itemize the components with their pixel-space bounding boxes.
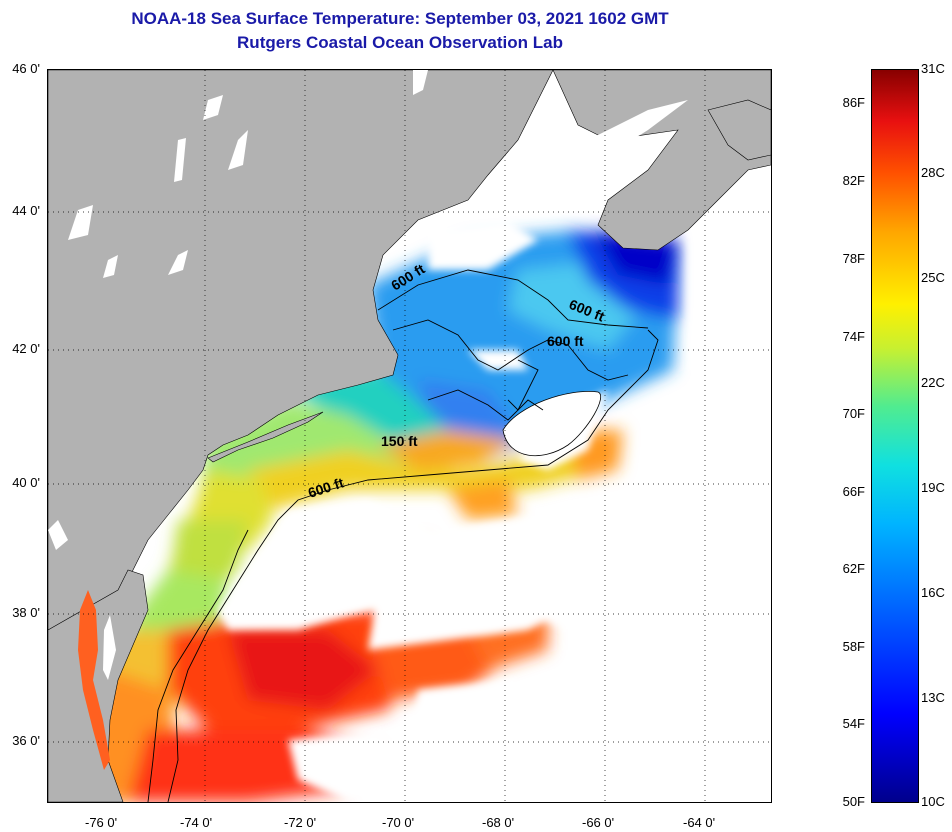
lon-label-72: -72 0' [284,815,317,830]
sst-map-graphic: 600 ft 600 ft 600 ft 150 ft 600 ft [48,70,771,802]
cbar-f-58: 58F [842,639,865,654]
cbar-f-62: 62F [842,561,865,576]
cbar-f-86: 86F [842,95,865,110]
cbar-f-70: 70F [842,406,865,421]
lon-label-70: -70 0' [382,815,415,830]
map-title: NOAA-18 Sea Surface Temperature: Septemb… [131,9,669,28]
sst-map: 600 ft 600 ft 600 ft 150 ft 600 ft [47,69,772,803]
cbar-f-82: 82F [842,173,865,188]
lon-label-68: -68 0' [482,815,515,830]
lon-label-64: -64 0' [683,815,716,830]
temperature-colorbar [871,69,919,803]
isobath-label-4: 150 ft [381,433,418,449]
inland-water [48,70,688,680]
lon-label-76: -76 0' [85,815,118,830]
lat-label-44: 44 0' [12,203,40,218]
lat-label-36: 36 0' [12,733,40,748]
lat-label-38: 38 0' [12,605,40,620]
cbar-c-13: 13C [921,690,945,705]
cbar-f-74: 74F [842,329,865,344]
chesapeake-bay [78,590,110,770]
graticule [48,70,771,802]
cbar-c-22: 22C [921,375,945,390]
lat-label-46: 46 0' [12,61,40,76]
lon-label-74: -74 0' [180,815,213,830]
cbar-c-19: 19C [921,480,945,495]
land [48,70,771,802]
cbar-c-25: 25C [921,270,945,285]
isobath-lines [147,269,659,802]
cbar-c-16: 16C [921,585,945,600]
lat-label-40: 40 0' [12,475,40,490]
cbar-c-31: 31C [921,61,945,76]
cbar-f-54: 54F [842,716,865,731]
lon-label-66: -66 0' [582,815,615,830]
cbar-c-28: 28C [921,165,945,180]
map-subtitle: Rutgers Coastal Ocean Observation Lab [237,33,563,52]
georges-bank [502,391,601,457]
isobath-label-3: 600 ft [547,333,584,349]
cbar-f-66: 66F [842,484,865,499]
lat-label-42: 42 0' [12,341,40,356]
cbar-c-10: 10C [921,794,945,809]
cbar-f-50: 50F [842,794,865,809]
cbar-f-78: 78F [842,251,865,266]
